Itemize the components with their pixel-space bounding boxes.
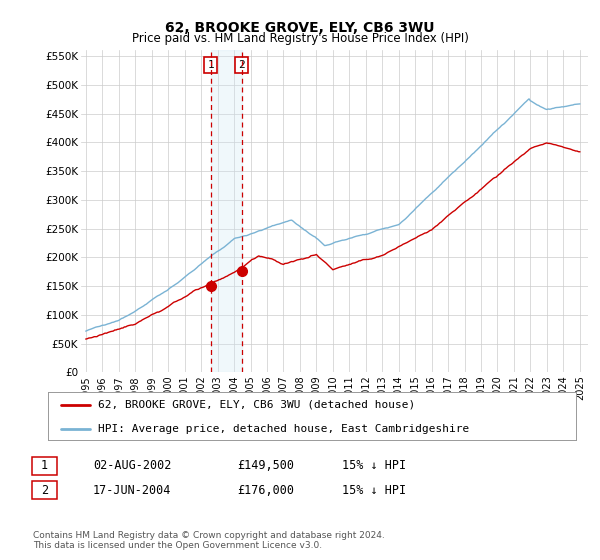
Text: Price paid vs. HM Land Registry's House Price Index (HPI): Price paid vs. HM Land Registry's House … <box>131 32 469 45</box>
Text: £176,000: £176,000 <box>237 483 294 497</box>
Text: 15% ↓ HPI: 15% ↓ HPI <box>342 483 406 497</box>
Text: 17-JUN-2004: 17-JUN-2004 <box>93 483 172 497</box>
Text: 15% ↓ HPI: 15% ↓ HPI <box>342 459 406 473</box>
Text: 1: 1 <box>41 459 48 473</box>
Text: 1: 1 <box>208 60 214 70</box>
Text: 62, BROOKE GROVE, ELY, CB6 3WU: 62, BROOKE GROVE, ELY, CB6 3WU <box>165 21 435 35</box>
Bar <box>211 50 242 372</box>
Text: HPI: Average price, detached house, East Cambridgeshire: HPI: Average price, detached house, East… <box>98 424 469 434</box>
Text: Contains HM Land Registry data © Crown copyright and database right 2024.
This d: Contains HM Land Registry data © Crown c… <box>33 530 385 550</box>
Text: 2: 2 <box>41 483 48 497</box>
Text: 2: 2 <box>238 60 245 70</box>
Text: 02-AUG-2002: 02-AUG-2002 <box>93 459 172 473</box>
Text: 62, BROOKE GROVE, ELY, CB6 3WU (detached house): 62, BROOKE GROVE, ELY, CB6 3WU (detached… <box>98 400 415 410</box>
Text: £149,500: £149,500 <box>237 459 294 473</box>
